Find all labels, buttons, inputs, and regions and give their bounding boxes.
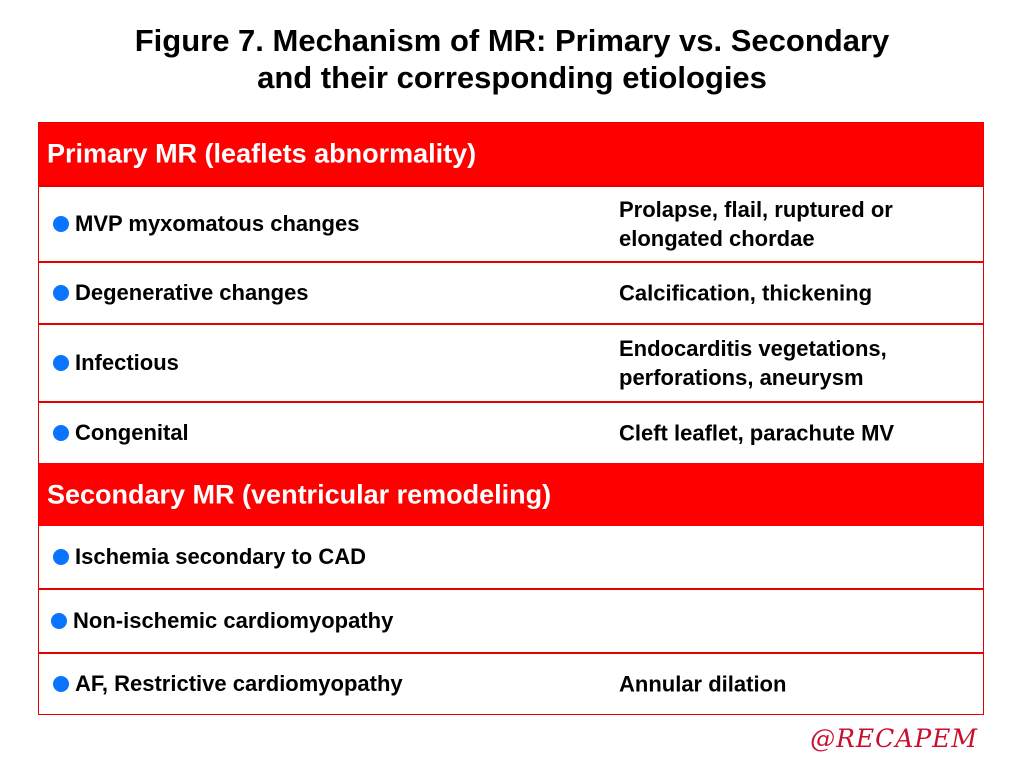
blue-bullet-icon	[51, 613, 67, 629]
detail-line: Calcification, thickening	[619, 280, 873, 306]
etiology-label: MVP myxomatous changes	[75, 211, 360, 236]
table-row: Infectious Endocarditis vegetations, per…	[39, 323, 983, 401]
mechanism-table: Primary MR (leaflets abnormality) MVP my…	[38, 122, 984, 715]
etiology-label: Ischemia secondary to CAD	[75, 544, 366, 569]
detail-line: elongated chordae	[619, 226, 815, 251]
recapem-watermark: @RECAPEM	[810, 724, 978, 753]
row-label-cell: Non-ischemic cardiomyopathy	[51, 608, 393, 634]
primary-mr-header: Primary MR (leaflets abnormality)	[39, 123, 983, 185]
primary-mr-header-label: Primary MR (leaflets abnormality)	[47, 138, 477, 169]
etiology-label: AF, Restrictive cardiomyopathy	[75, 671, 403, 696]
etiology-label: Infectious	[75, 350, 179, 375]
figure-title-line-1: Figure 7. Mechanism of MR: Primary vs. S…	[134, 23, 890, 58]
table-row: MVP myxomatous changes Prolapse, flail, …	[39, 185, 983, 261]
figure-title: Figure 7. Mechanism of MR: Primary vs. S…	[0, 22, 1024, 96]
blue-bullet-icon	[53, 355, 69, 371]
detail-line: Endocarditis vegetations,	[619, 336, 887, 361]
table-row: Non-ischemic cardiomyopathy	[39, 588, 983, 652]
row-label-cell: Infectious	[53, 350, 179, 376]
etiology-label: Congenital	[75, 420, 189, 445]
secondary-mr-header-label: Secondary MR (ventricular remodeling)	[47, 479, 552, 509]
blue-bullet-icon	[53, 425, 69, 441]
etiology-detail: Prolapse, flail, ruptured or elongated c…	[619, 195, 979, 253]
table-row: Congenital Cleft leaflet, parachute MV	[39, 401, 983, 463]
blue-bullet-icon	[53, 676, 69, 692]
blue-bullet-icon	[53, 285, 69, 301]
etiology-detail: Calcification, thickening	[619, 279, 979, 308]
figure-title-line-2: and their corresponding etiologies	[257, 60, 767, 95]
etiology-label: Degenerative changes	[75, 280, 309, 305]
secondary-mr-header: Secondary MR (ventricular remodeling)	[39, 463, 983, 526]
etiology-label: Non-ischemic cardiomyopathy	[73, 608, 394, 633]
row-label-cell: Ischemia secondary to CAD	[53, 544, 366, 570]
row-label-cell: Congenital	[53, 420, 189, 446]
detail-line: Cleft leaflet, parachute MV	[619, 420, 895, 446]
row-label-cell: AF, Restrictive cardiomyopathy	[53, 671, 403, 697]
detail-line: Annular dilation	[619, 671, 787, 697]
row-label-cell: Degenerative changes	[53, 280, 309, 306]
table-row: AF, Restrictive cardiomyopathy Annular d…	[39, 652, 983, 714]
blue-bullet-icon	[53, 549, 69, 565]
etiology-detail: Cleft leaflet, parachute MV	[619, 419, 979, 448]
etiology-detail: Endocarditis vegetations, perforations, …	[619, 334, 979, 392]
blue-bullet-icon	[53, 216, 69, 232]
table-row: Ischemia secondary to CAD	[39, 526, 983, 588]
detail-line: Prolapse, flail, ruptured or	[619, 197, 893, 222]
row-label-cell: MVP myxomatous changes	[53, 211, 359, 237]
table-row: Degenerative changes Calcification, thic…	[39, 261, 983, 323]
detail-line: perforations, aneurysm	[619, 365, 864, 390]
etiology-detail: Annular dilation	[619, 670, 979, 699]
